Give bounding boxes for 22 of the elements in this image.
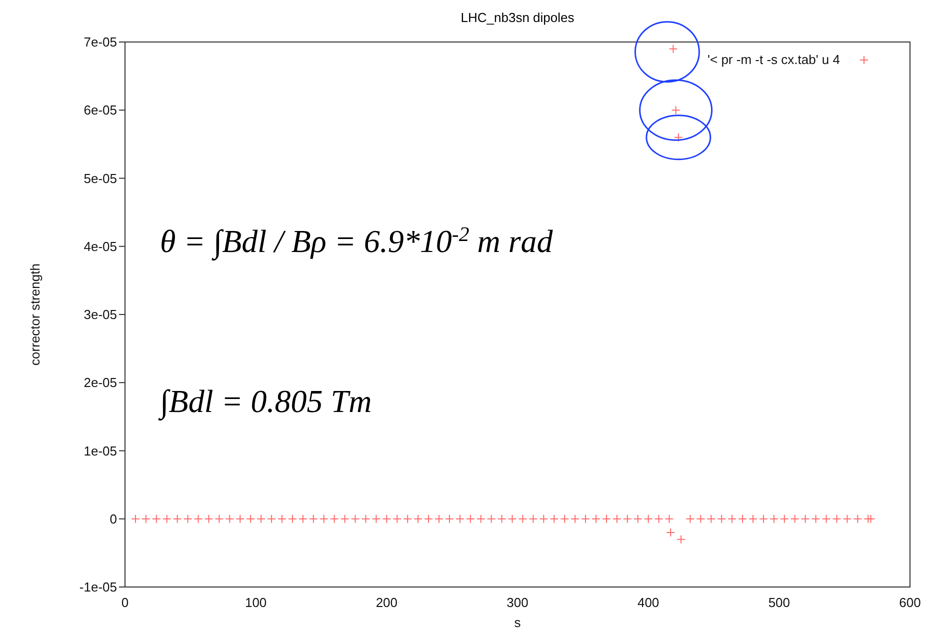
- y-tick-label: 7e-05: [84, 34, 117, 50]
- y-tick-label: 2e-05: [84, 375, 117, 390]
- y-tick-label: 5e-05: [84, 170, 117, 186]
- y-tick-label: 1e-05: [84, 443, 117, 458]
- y-axis-title: corrector strength: [28, 264, 43, 366]
- y-tick-label: 3e-05: [84, 307, 117, 322]
- x-tick-label: 400: [637, 595, 660, 610]
- x-tick-label: 600: [899, 595, 921, 610]
- y-tick-label: 4e-05: [84, 238, 117, 254]
- x-tick-label: 200: [376, 595, 398, 610]
- x-tick-label: 0: [121, 595, 129, 610]
- annotation: θ = ∫Bdl / Bρ = 6.9*10$^{-2}$ m rad: [160, 222, 554, 261]
- y-tick-label: 0: [110, 511, 117, 526]
- x-tick-label: 300: [506, 595, 528, 610]
- x-axis-title: s: [514, 615, 522, 630]
- chart-title: LHC_nb3sn dipoles: [460, 10, 576, 25]
- y-tick-label: -1e-05: [79, 580, 117, 595]
- annotation: ∫Bdl = 0.805 Tm: [158, 383, 372, 421]
- y-tick-label: 6e-05: [84, 102, 117, 118]
- x-tick-label: 500: [768, 595, 790, 610]
- legend-label: '< pr -m -t -s cx.tab' u 4: [708, 52, 840, 67]
- x-tick-label: 100: [244, 595, 267, 610]
